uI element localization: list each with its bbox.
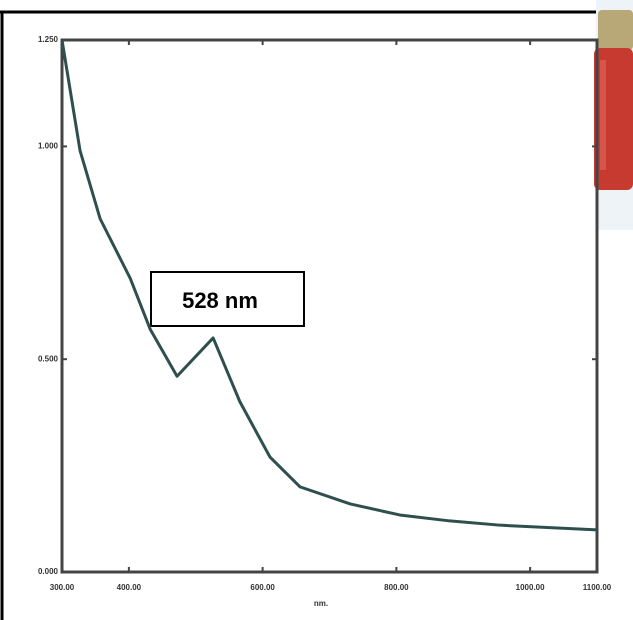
x-tick-label: 300.00: [50, 583, 75, 592]
x-tick-label: 800.00: [384, 583, 409, 592]
x-tick-label: 1000.00: [516, 583, 545, 592]
bottle-photo: [594, 0, 633, 230]
x-tick-label: 1100.00: [583, 583, 612, 592]
y-tick-label: 1.250: [38, 35, 59, 44]
y-tick-label: 1.000: [38, 142, 59, 151]
x-axis-label: nm.: [314, 599, 328, 608]
y-tick-label: 0.000: [38, 567, 59, 576]
x-tick-label: 600.00: [250, 583, 275, 592]
plot-frame: [60, 38, 599, 574]
annotation: 528 nm: [182, 288, 258, 313]
x-tick-label: 400.00: [117, 583, 142, 592]
annotation-box: [150, 271, 305, 327]
spectrum-line: [60, 39, 598, 532]
y-tick-label: 0.500: [38, 354, 59, 363]
